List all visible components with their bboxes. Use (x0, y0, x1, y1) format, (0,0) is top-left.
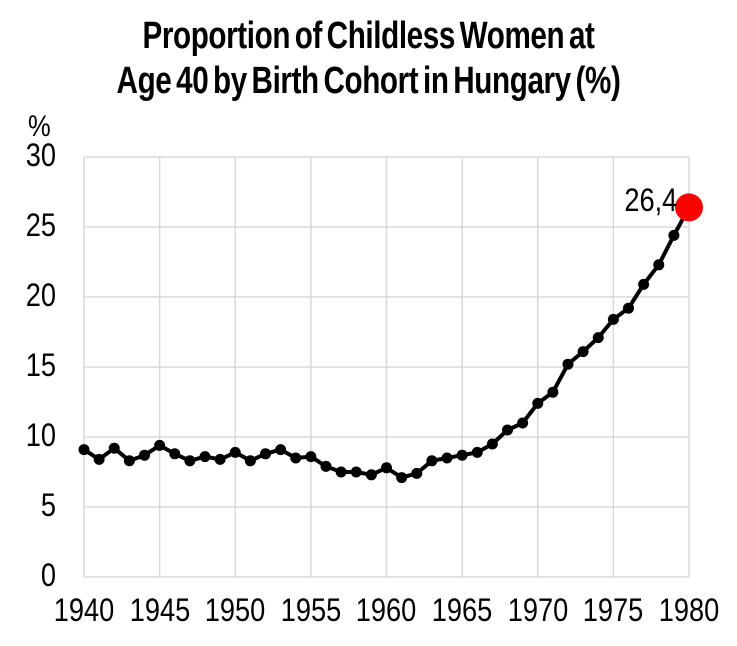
data-point-marker (592, 332, 604, 344)
data-point-marker (154, 439, 166, 451)
data-point-marker (577, 346, 589, 358)
data-point-marker (381, 462, 392, 474)
data-point-marker (365, 469, 377, 481)
data-point-marker (456, 449, 468, 461)
data-point-marker (229, 446, 241, 458)
data-point-marker (184, 455, 196, 467)
data-point-marker (426, 455, 438, 467)
data-point-marker (244, 455, 256, 467)
data-point-marker (638, 278, 650, 290)
data-point-marker (335, 466, 347, 478)
data-point-marker (411, 467, 423, 479)
data-point-marker (547, 386, 559, 398)
last-point-data-label: 26,4 (624, 182, 677, 218)
data-point-marker (653, 259, 665, 271)
data-point-marker (486, 438, 498, 450)
chart-title-line2: Age 40 by Birth Cohort in Hungary (%) (116, 60, 621, 102)
data-point-marker (78, 444, 90, 456)
data-point-marker (396, 472, 408, 484)
data-point-marker (471, 446, 483, 458)
data-point-marker (199, 451, 211, 463)
y-tick-label-10: 10 (25, 417, 56, 453)
y-tick-label-20: 20 (25, 277, 56, 313)
data-point-marker (320, 460, 332, 472)
y-axis-unit-label: % (28, 110, 51, 143)
data-point-marker (214, 453, 226, 465)
data-point-marker (275, 444, 287, 456)
data-point-marker (562, 358, 574, 370)
data-point-marker (532, 397, 544, 409)
data-point-marker (441, 452, 453, 464)
data-point-marker (139, 449, 150, 461)
data-point-marker (305, 451, 317, 463)
x-tick-label-1965: 1965 (431, 592, 493, 628)
data-point-marker (290, 452, 302, 464)
data-point-marker (108, 442, 120, 454)
data-point-marker (623, 302, 634, 314)
data-point-marker (260, 448, 271, 460)
x-tick-label-1975: 1975 (582, 592, 644, 628)
y-tick-label-15: 15 (25, 347, 56, 383)
x-tick-label-1970: 1970 (507, 592, 569, 628)
y-tick-label-30: 30 (25, 137, 56, 173)
data-point-marker (350, 466, 362, 478)
x-tick-label-1980: 1980 (658, 592, 720, 628)
y-tick-label-5: 5 (40, 487, 56, 523)
data-point-marker (517, 417, 529, 429)
x-tick-label-1940: 1940 (53, 592, 115, 628)
data-point-marker (123, 455, 135, 467)
x-tick-label-1945: 1945 (129, 592, 191, 628)
gridlines (83, 156, 690, 578)
y-tick-label-0: 0 (40, 557, 56, 593)
highlighted-data-point (675, 193, 703, 222)
series-markers (78, 193, 703, 484)
chart-title-line1: Proportion of Childless Women at (142, 15, 595, 57)
data-point-marker (607, 313, 619, 325)
data-point-marker (502, 424, 513, 436)
x-tick-label-1960: 1960 (355, 592, 417, 628)
data-point-marker (668, 229, 680, 241)
x-tick-label-1950: 1950 (204, 592, 266, 628)
x-tick-label-1955: 1955 (280, 592, 342, 628)
data-point-marker (93, 453, 105, 465)
chart-title: Proportion of Childless Women at Age 40 … (81, 14, 656, 104)
y-tick-label-25: 25 (25, 207, 56, 243)
data-point-marker (169, 448, 181, 460)
